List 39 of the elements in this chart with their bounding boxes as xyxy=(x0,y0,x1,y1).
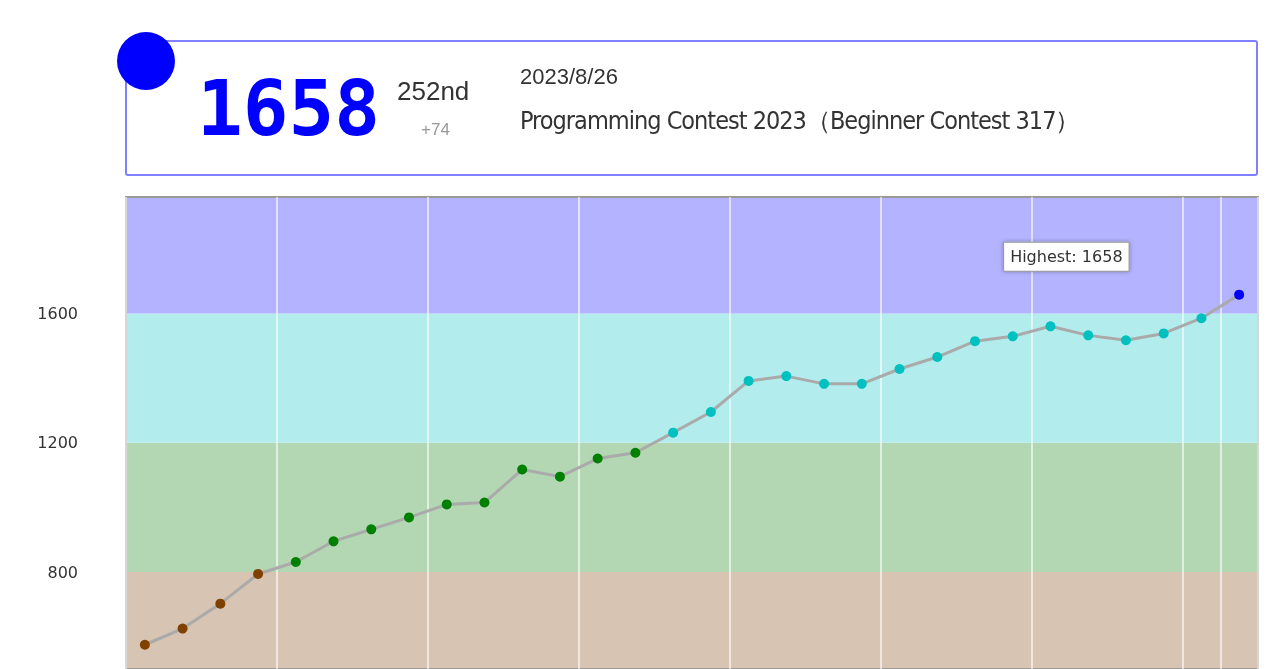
text: 1658 xyxy=(197,64,381,153)
point xyxy=(781,371,792,382)
point xyxy=(856,378,867,389)
point xyxy=(1158,328,1169,339)
point xyxy=(932,352,943,363)
point xyxy=(894,363,905,374)
text: Programming Contest 2023（Beginner Contest 317） xyxy=(520,105,1080,137)
point xyxy=(554,471,565,482)
point xyxy=(1007,331,1018,342)
point xyxy=(328,536,339,547)
y-tick-label: 1600 xyxy=(37,303,78,323)
point xyxy=(1120,335,1131,346)
point xyxy=(630,447,641,458)
point xyxy=(1083,330,1094,341)
annotation: Highest: 1658 xyxy=(1010,247,1123,267)
point xyxy=(668,427,679,438)
point xyxy=(366,524,377,535)
text: 2023/8/26 xyxy=(520,64,618,90)
text: 252nd xyxy=(397,76,470,107)
point xyxy=(743,375,754,386)
point xyxy=(1234,289,1245,300)
text: +74 xyxy=(421,120,450,140)
y-tick-label: 800 xyxy=(47,562,78,582)
point xyxy=(177,623,188,634)
point xyxy=(819,378,830,389)
point xyxy=(139,639,150,650)
point xyxy=(253,568,264,579)
y-tick-label: 1200 xyxy=(37,433,78,453)
point xyxy=(215,598,226,609)
point xyxy=(404,512,414,523)
point xyxy=(479,497,490,508)
point xyxy=(705,406,716,417)
point xyxy=(1045,321,1056,332)
point xyxy=(592,453,603,464)
point xyxy=(1196,313,1207,324)
point xyxy=(441,499,452,510)
point xyxy=(290,556,301,567)
point xyxy=(517,464,528,475)
point xyxy=(970,336,980,347)
